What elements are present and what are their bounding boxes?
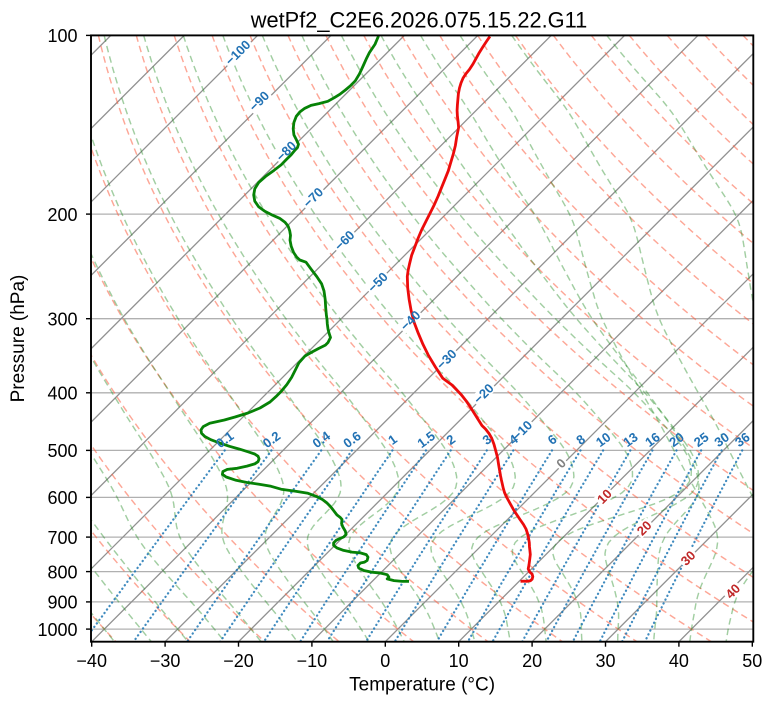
svg-text:Pressure (hPa): Pressure (hPa) — [8, 275, 29, 403]
svg-text:wetPf2_C2E6.2026.075.15.22.G11: wetPf2_C2E6.2026.075.15.22.G11 — [250, 8, 588, 33]
svg-text:20: 20 — [522, 651, 542, 671]
svg-text:200: 200 — [47, 205, 77, 225]
svg-text:900: 900 — [47, 593, 77, 613]
svg-text:10: 10 — [449, 651, 469, 671]
svg-text:800: 800 — [47, 562, 77, 582]
svg-text:300: 300 — [47, 309, 77, 329]
svg-text:500: 500 — [47, 441, 77, 461]
svg-text:Temperature (°C): Temperature (°C) — [349, 675, 495, 696]
svg-text:−20: −20 — [223, 651, 254, 671]
svg-text:−10: −10 — [297, 651, 328, 671]
svg-text:400: 400 — [47, 384, 77, 404]
svg-text:600: 600 — [47, 488, 77, 508]
svg-text:−30: −30 — [150, 651, 181, 671]
svg-text:30: 30 — [595, 651, 615, 671]
svg-text:1000: 1000 — [37, 620, 77, 640]
svg-text:0: 0 — [380, 651, 390, 671]
svg-text:50: 50 — [742, 651, 762, 671]
svg-text:−40: −40 — [76, 651, 107, 671]
svg-text:100: 100 — [47, 26, 77, 46]
svg-text:700: 700 — [47, 528, 77, 548]
svg-text:40: 40 — [669, 651, 689, 671]
